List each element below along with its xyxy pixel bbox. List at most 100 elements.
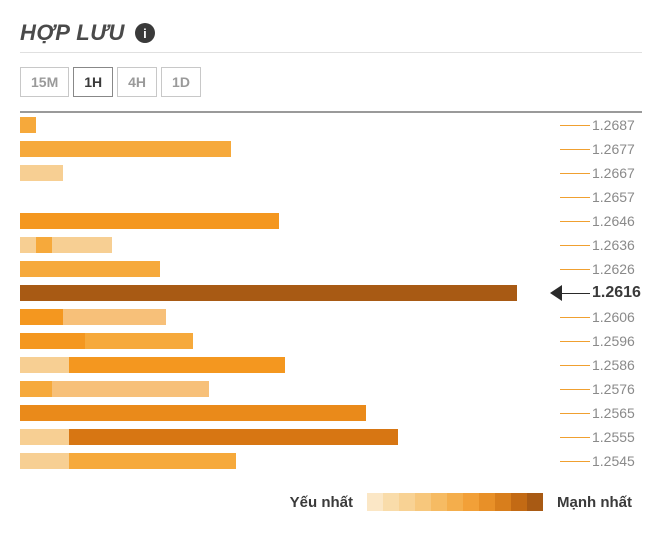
current-price-line <box>560 293 590 294</box>
bar-segment <box>20 429 398 445</box>
bar-segment <box>20 357 69 373</box>
bar-segment <box>20 117 36 133</box>
price-label: 1.2677 <box>590 141 642 157</box>
tick-line <box>560 125 590 126</box>
tick-cell <box>560 377 590 401</box>
bar-segment <box>20 141 231 157</box>
bars-cell <box>20 449 560 473</box>
tab-1h[interactable]: 1H <box>73 67 113 97</box>
tick-line <box>560 317 590 318</box>
header: HỢP LƯU i <box>20 20 642 53</box>
bars-cell <box>20 161 560 185</box>
price-label: 1.2657 <box>590 189 642 205</box>
chart-row: 1.2687 <box>20 113 642 137</box>
bars-cell <box>20 401 560 425</box>
price-label: 1.2616 <box>590 284 642 302</box>
price-label: 1.2545 <box>590 453 642 469</box>
bar-segment <box>20 309 63 325</box>
tab-1d[interactable]: 1D <box>161 67 201 97</box>
gradient-step <box>367 493 383 511</box>
tick-cell <box>560 353 590 377</box>
bar-segment <box>69 453 236 469</box>
chart-row: 1.2565 <box>20 401 642 425</box>
tick-line <box>560 245 590 246</box>
bars-cell <box>20 305 560 329</box>
bar-segment <box>20 381 52 397</box>
tick-cell <box>560 161 590 185</box>
tick-line <box>560 149 590 150</box>
tick-line <box>560 197 590 198</box>
tick-cell <box>560 209 590 233</box>
bars-cell <box>20 281 560 305</box>
bars-cell <box>20 113 560 137</box>
gradient-step <box>527 493 543 511</box>
tick-cell <box>560 425 590 449</box>
tick-cell <box>560 113 590 137</box>
confluence-chart: 1.2687 1.2677 1.2667 1.2657 1.2646 1.2636 1.26… <box>20 111 642 473</box>
gradient-step <box>431 493 447 511</box>
tick-line <box>560 173 590 174</box>
bar-segment <box>20 165 63 181</box>
legend: Yếu nhất Mạnh nhất <box>20 493 642 511</box>
bars-cell <box>20 233 560 257</box>
price-label: 1.2565 <box>590 405 642 421</box>
tick-cell <box>560 233 590 257</box>
chart-row: 1.2636 <box>20 233 642 257</box>
chart-row: 1.2596 <box>20 329 642 353</box>
chart-row: 1.2545 <box>20 449 642 473</box>
bar-segment <box>36 237 52 253</box>
gradient-step <box>511 493 527 511</box>
timeframe-tabs: 15M1H4H1D <box>20 67 642 97</box>
tick-cell <box>560 185 590 209</box>
gradient-step <box>495 493 511 511</box>
bar-segment <box>20 261 160 277</box>
tick-cell <box>560 449 590 473</box>
tab-15m[interactable]: 15M <box>20 67 69 97</box>
tab-4h[interactable]: 4H <box>117 67 157 97</box>
price-label: 1.2586 <box>590 357 642 373</box>
price-label: 1.2636 <box>590 237 642 253</box>
gradient-step <box>383 493 399 511</box>
bars-cell <box>20 329 560 353</box>
tick-cell <box>560 401 590 425</box>
tick-line <box>560 269 590 270</box>
price-label: 1.2596 <box>590 333 642 349</box>
bar-segment <box>20 429 69 445</box>
tick-cell <box>560 305 590 329</box>
page-title: HỢP LƯU <box>20 20 125 46</box>
chart-row: 1.2677 <box>20 137 642 161</box>
bars-cell <box>20 425 560 449</box>
chart-row: 1.2555 <box>20 425 642 449</box>
legend-gradient <box>367 493 543 511</box>
chart-row: 1.2657 <box>20 185 642 209</box>
info-icon[interactable]: i <box>135 23 155 43</box>
legend-weakest-label: Yếu nhất <box>290 494 353 511</box>
bar-segment <box>20 453 69 469</box>
price-label: 1.2646 <box>590 213 642 229</box>
chart-row: 1.2606 <box>20 305 642 329</box>
gradient-step <box>447 493 463 511</box>
bar-segment <box>20 333 85 349</box>
chart-row: 1.2646 <box>20 209 642 233</box>
chart-row: 1.2626 <box>20 257 642 281</box>
chart-row: 1.2576 <box>20 377 642 401</box>
bars-cell <box>20 137 560 161</box>
legend-strongest-label: Mạnh nhất <box>557 494 632 511</box>
price-label: 1.2626 <box>590 261 642 277</box>
gradient-step <box>415 493 431 511</box>
tick-cell <box>560 257 590 281</box>
bars-cell <box>20 377 560 401</box>
tick-line <box>560 221 590 222</box>
gradient-step <box>399 493 415 511</box>
tick-line <box>560 461 590 462</box>
bar-segment <box>20 237 112 253</box>
gradient-step <box>479 493 495 511</box>
tick-line <box>560 413 590 414</box>
bars-cell <box>20 185 560 209</box>
chart-row: 1.2586 <box>20 353 642 377</box>
price-label: 1.2576 <box>590 381 642 397</box>
chart-row: 1.2667 <box>20 161 642 185</box>
tick-line <box>560 341 590 342</box>
bar-segment <box>20 405 366 421</box>
bars-cell <box>20 353 560 377</box>
